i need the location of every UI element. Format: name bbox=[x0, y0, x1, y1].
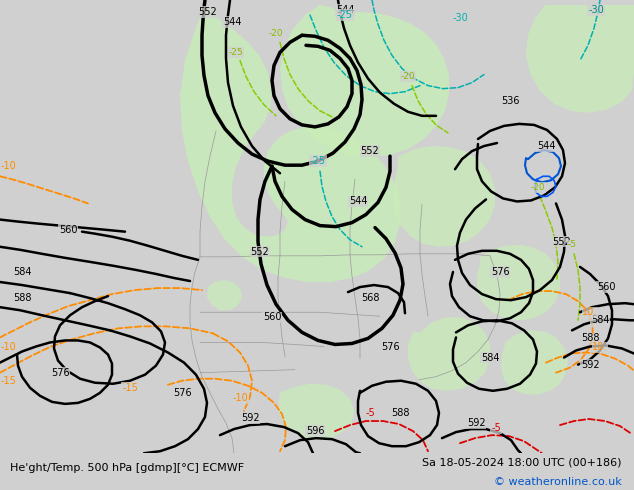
Text: 592: 592 bbox=[467, 418, 485, 428]
Text: 560: 560 bbox=[59, 224, 77, 235]
Text: 592: 592 bbox=[581, 360, 599, 369]
Text: 584: 584 bbox=[13, 267, 31, 277]
Text: 588: 588 bbox=[13, 293, 31, 303]
Text: -5: -5 bbox=[365, 408, 375, 418]
Polygon shape bbox=[501, 330, 568, 395]
Text: -5: -5 bbox=[491, 423, 501, 433]
Text: 568: 568 bbox=[361, 293, 379, 303]
Text: Sa 18-05-2024 18:00 UTC (00+186): Sa 18-05-2024 18:00 UTC (00+186) bbox=[422, 458, 621, 467]
Text: -10: -10 bbox=[232, 393, 248, 403]
Text: 576: 576 bbox=[172, 388, 191, 398]
Polygon shape bbox=[279, 384, 354, 440]
Text: 552: 552 bbox=[250, 247, 269, 257]
Text: -30: -30 bbox=[588, 5, 604, 15]
Text: 552: 552 bbox=[198, 7, 217, 17]
Text: -15: -15 bbox=[0, 376, 16, 386]
Text: -25: -25 bbox=[310, 156, 326, 166]
Text: He'ght/Temp. 500 hPa [gdmp][°C] ECMWF: He'ght/Temp. 500 hPa [gdmp][°C] ECMWF bbox=[10, 463, 243, 473]
Text: -30: -30 bbox=[452, 13, 468, 23]
Text: -5: -5 bbox=[567, 240, 576, 249]
Polygon shape bbox=[408, 318, 490, 391]
Polygon shape bbox=[477, 245, 560, 320]
Text: 576: 576 bbox=[491, 267, 509, 277]
Polygon shape bbox=[393, 146, 495, 247]
Text: -15: -15 bbox=[122, 383, 138, 393]
Text: 544: 544 bbox=[223, 17, 242, 27]
Text: -20: -20 bbox=[269, 29, 283, 38]
Text: -25: -25 bbox=[229, 48, 243, 57]
Text: 10.: 10. bbox=[592, 343, 607, 352]
Text: © weatheronline.co.uk: © weatheronline.co.uk bbox=[494, 477, 621, 487]
Text: -20: -20 bbox=[531, 183, 545, 192]
Text: -25: -25 bbox=[337, 10, 353, 20]
Text: 588: 588 bbox=[581, 333, 599, 343]
Text: 592: 592 bbox=[241, 413, 259, 423]
Text: 588: 588 bbox=[391, 408, 410, 418]
Text: 584: 584 bbox=[481, 353, 499, 363]
Text: 596: 596 bbox=[306, 426, 324, 436]
Text: 544: 544 bbox=[537, 141, 555, 151]
Text: 552: 552 bbox=[361, 146, 379, 156]
Text: 10.: 10. bbox=[583, 307, 598, 317]
Polygon shape bbox=[207, 280, 242, 310]
Text: -10: -10 bbox=[0, 343, 16, 352]
Text: 544: 544 bbox=[349, 196, 367, 206]
Polygon shape bbox=[526, 5, 634, 113]
Text: -10: -10 bbox=[0, 161, 16, 171]
Text: 560: 560 bbox=[262, 312, 281, 322]
Text: -20: -20 bbox=[401, 72, 415, 81]
Polygon shape bbox=[180, 5, 400, 282]
Text: 576: 576 bbox=[380, 343, 399, 352]
Text: 584: 584 bbox=[591, 315, 609, 325]
Text: 536: 536 bbox=[501, 96, 519, 106]
Text: 552: 552 bbox=[553, 237, 571, 247]
Polygon shape bbox=[280, 5, 449, 157]
Text: 544: 544 bbox=[336, 5, 354, 15]
Text: 560: 560 bbox=[597, 282, 615, 292]
Text: 576: 576 bbox=[51, 368, 69, 378]
